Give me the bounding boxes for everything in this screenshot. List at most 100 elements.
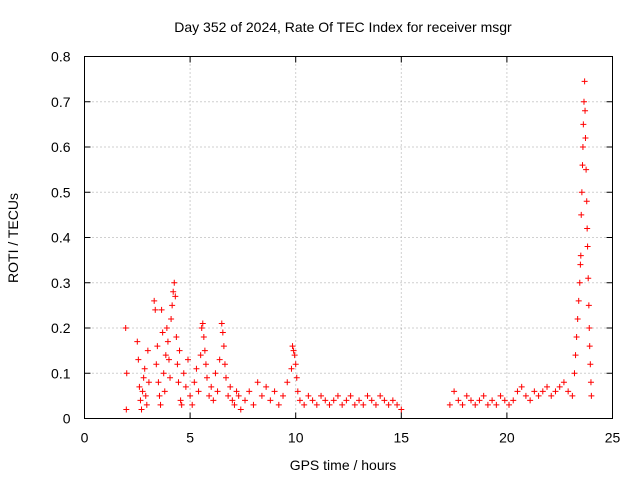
y-tick-labels: 0 0.1 0.2 0.3 0.4 0.5 0.6 0.7 0.8 [51, 49, 71, 427]
data-point [225, 392, 232, 399]
data-point [455, 397, 462, 404]
data-point [159, 329, 166, 336]
data-point [220, 343, 227, 350]
data-point [197, 352, 204, 359]
data-point [364, 392, 371, 399]
data-point [497, 392, 504, 399]
data-point [267, 397, 274, 404]
data-point [223, 374, 230, 381]
data-point [143, 401, 150, 408]
data-point [271, 388, 278, 395]
data-point [544, 383, 551, 390]
data-point [572, 352, 579, 359]
data-point [347, 392, 354, 399]
y-tick-label: 0.7 [51, 94, 71, 110]
data-point [581, 78, 588, 85]
y-tick-label: 0 [63, 411, 71, 427]
data-point [144, 347, 151, 354]
y-tick-label: 0.2 [51, 320, 71, 336]
data-point [339, 401, 346, 408]
data-point [585, 302, 592, 309]
data-point [173, 334, 180, 341]
data-point [227, 383, 234, 390]
y-axis-label: ROTI / TECUs [5, 193, 21, 283]
data-point [123, 370, 130, 377]
data-point [330, 397, 337, 404]
data-point [577, 261, 584, 268]
data-point [221, 361, 228, 368]
data-point [141, 365, 148, 372]
data-point [514, 388, 521, 395]
data-point [584, 243, 591, 250]
data-point [198, 325, 205, 331]
data-point [318, 392, 325, 399]
x-tick-label: 25 [605, 430, 621, 446]
data-point [506, 401, 513, 408]
data-point [155, 379, 162, 386]
data-point [556, 383, 563, 390]
data-point [578, 189, 585, 196]
data-point [510, 397, 517, 404]
data-point [161, 388, 168, 395]
x-tick-label: 20 [499, 430, 515, 446]
data-point [535, 392, 542, 399]
data-point [208, 383, 215, 390]
data-point [176, 347, 183, 354]
data-point [189, 401, 196, 408]
data-point [381, 397, 388, 404]
data-point [480, 392, 487, 399]
data-point [580, 121, 587, 128]
data-point [531, 388, 538, 395]
data-point [289, 343, 296, 350]
data-point [170, 288, 177, 295]
data-point [167, 374, 174, 381]
data-point [539, 388, 546, 395]
data-point [160, 370, 167, 377]
data-point [135, 356, 142, 363]
y-tick-label: 0.8 [51, 49, 71, 65]
data-point [293, 374, 300, 381]
data-point [229, 397, 236, 404]
data-point [216, 356, 223, 363]
data-point [168, 315, 175, 322]
data-point [140, 374, 147, 381]
data-point [284, 379, 291, 386]
data-point [191, 379, 198, 386]
data-point [565, 388, 572, 395]
data-point [202, 361, 209, 368]
data-point [451, 388, 458, 395]
data-point [326, 401, 333, 408]
data-point [305, 392, 312, 399]
data-point [569, 392, 576, 399]
data-point [171, 279, 178, 286]
data-point [174, 361, 181, 368]
data-points [122, 78, 595, 413]
data-point [322, 397, 329, 404]
data-point [172, 293, 179, 300]
data-point [162, 352, 169, 359]
data-point [175, 379, 182, 386]
data-point [459, 401, 466, 408]
data-point [585, 275, 592, 282]
data-point [142, 392, 149, 399]
data-point [275, 401, 282, 408]
data-point [294, 388, 301, 395]
data-point [584, 225, 591, 232]
data-point [467, 397, 474, 404]
data-point [199, 320, 206, 327]
data-point [151, 297, 158, 304]
data-point [195, 388, 202, 395]
data-point [578, 211, 585, 218]
data-point [334, 392, 341, 399]
data-point [177, 397, 184, 404]
data-point [446, 401, 453, 408]
data-point [343, 397, 350, 404]
data-point [377, 392, 384, 399]
data-point [187, 392, 194, 399]
data-point [385, 401, 392, 408]
data-point [163, 325, 170, 331]
x-tick-label: 15 [394, 430, 410, 446]
data-point [501, 397, 508, 404]
data-point [588, 392, 595, 399]
